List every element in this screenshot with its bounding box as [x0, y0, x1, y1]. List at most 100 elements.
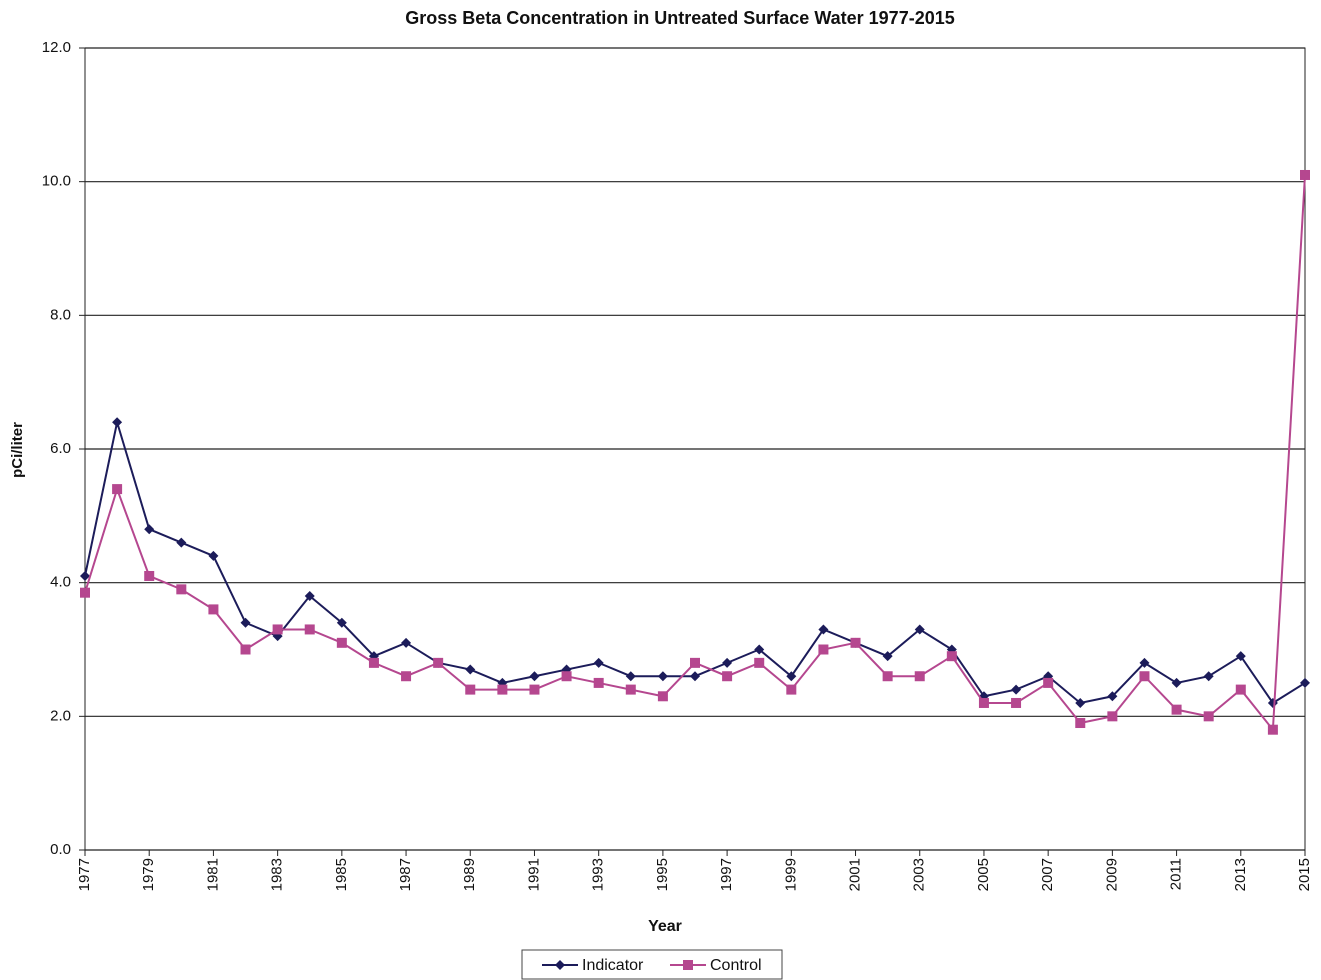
x-tick-label: 2011 — [1168, 858, 1185, 890]
data-point — [240, 644, 251, 655]
data-point — [433, 657, 444, 668]
series-line — [84, 174, 1306, 733]
x-tick-label: 1983 — [269, 858, 286, 891]
data-point — [465, 664, 476, 675]
x-tick-label: 1991 — [525, 858, 542, 891]
legend-label: Indicator — [582, 957, 644, 974]
x-tick-label: 2013 — [1232, 858, 1249, 891]
y-tick-label: 8.0 — [50, 306, 71, 323]
data-point — [272, 624, 283, 635]
data-point — [690, 657, 700, 668]
data-point — [1011, 684, 1022, 695]
data-point — [722, 671, 733, 682]
legend-marker — [555, 960, 565, 970]
x-tick-label: 1993 — [590, 858, 607, 891]
y-tick-label: 6.0 — [50, 440, 71, 457]
data-point — [304, 591, 315, 602]
data-point — [722, 657, 733, 668]
data-point — [80, 587, 90, 598]
x-tick-label: 1979 — [140, 858, 157, 891]
legend-label: Control — [710, 957, 762, 974]
y-axis-label: pCi/liter — [9, 422, 26, 478]
data-point — [786, 671, 797, 682]
data-point — [497, 684, 508, 695]
y-tick-label: 0.0 — [50, 841, 71, 858]
data-point — [850, 637, 861, 648]
data-point — [144, 524, 155, 535]
y-tick-label: 4.0 — [50, 574, 71, 591]
data-point — [208, 550, 219, 561]
data-point — [1235, 651, 1246, 662]
data-point — [1075, 718, 1086, 729]
data-point — [657, 691, 668, 702]
data-point — [1300, 169, 1310, 180]
data-point — [657, 671, 668, 682]
data-point — [625, 671, 636, 682]
x-tick-label: 2005 — [975, 858, 992, 891]
data-point — [1107, 711, 1118, 722]
x-tick-label: 2003 — [911, 858, 928, 891]
data-point — [1267, 724, 1278, 735]
data-point — [304, 624, 315, 635]
x-tick-label: 2015 — [1296, 858, 1313, 891]
y-tick-label: 10.0 — [42, 173, 71, 190]
data-point — [176, 537, 187, 548]
x-axis-label: Year — [648, 918, 682, 935]
data-point — [914, 624, 925, 635]
x-tick-label: 1997 — [718, 858, 735, 891]
data-point — [112, 417, 123, 428]
data-point — [978, 697, 989, 708]
data-point — [112, 484, 123, 495]
data-point — [882, 651, 893, 662]
x-tick-label: 1987 — [397, 858, 414, 891]
data-point — [208, 604, 219, 615]
data-point — [946, 651, 957, 662]
data-point — [240, 617, 251, 628]
data-point — [1139, 671, 1150, 682]
data-point — [561, 671, 572, 682]
data-point — [1139, 657, 1150, 668]
data-point — [1011, 697, 1022, 708]
data-point — [1075, 697, 1086, 708]
y-tick-label: 12.0 — [42, 39, 71, 56]
data-point — [1043, 677, 1054, 688]
data-point — [690, 671, 700, 682]
x-tick-label: 1981 — [204, 858, 221, 891]
data-point — [529, 684, 540, 695]
data-point — [818, 624, 829, 635]
data-point — [1171, 704, 1182, 715]
x-tick-label: 2001 — [846, 858, 863, 891]
data-point — [336, 637, 347, 648]
data-point — [1203, 711, 1214, 722]
data-point — [401, 671, 412, 682]
data-point — [882, 671, 893, 682]
data-point — [914, 671, 925, 682]
x-tick-label: 1989 — [461, 858, 478, 891]
x-tick-label: 1977 — [76, 858, 93, 891]
x-tick-label: 1999 — [782, 858, 799, 891]
y-tick-label: 2.0 — [50, 707, 71, 724]
chart-title: Gross Beta Concentration in Untreated Su… — [405, 8, 955, 28]
data-point — [465, 684, 476, 695]
data-point — [1235, 684, 1246, 695]
data-point — [1107, 691, 1118, 702]
data-point — [786, 684, 797, 695]
data-point — [593, 657, 604, 668]
data-point — [336, 617, 347, 628]
x-tick-label: 1985 — [333, 858, 350, 891]
data-point — [593, 677, 604, 688]
data-point — [754, 657, 765, 668]
data-point — [368, 657, 379, 668]
data-point — [625, 684, 636, 695]
data-point — [80, 570, 90, 581]
x-tick-label: 2007 — [1039, 858, 1056, 891]
data-point — [1203, 671, 1214, 682]
data-point — [1300, 677, 1310, 688]
data-point — [401, 637, 412, 648]
data-point — [818, 644, 829, 655]
data-point — [1171, 677, 1182, 688]
data-point — [144, 570, 155, 581]
data-point — [529, 671, 540, 682]
x-tick-label: 1995 — [654, 858, 671, 891]
